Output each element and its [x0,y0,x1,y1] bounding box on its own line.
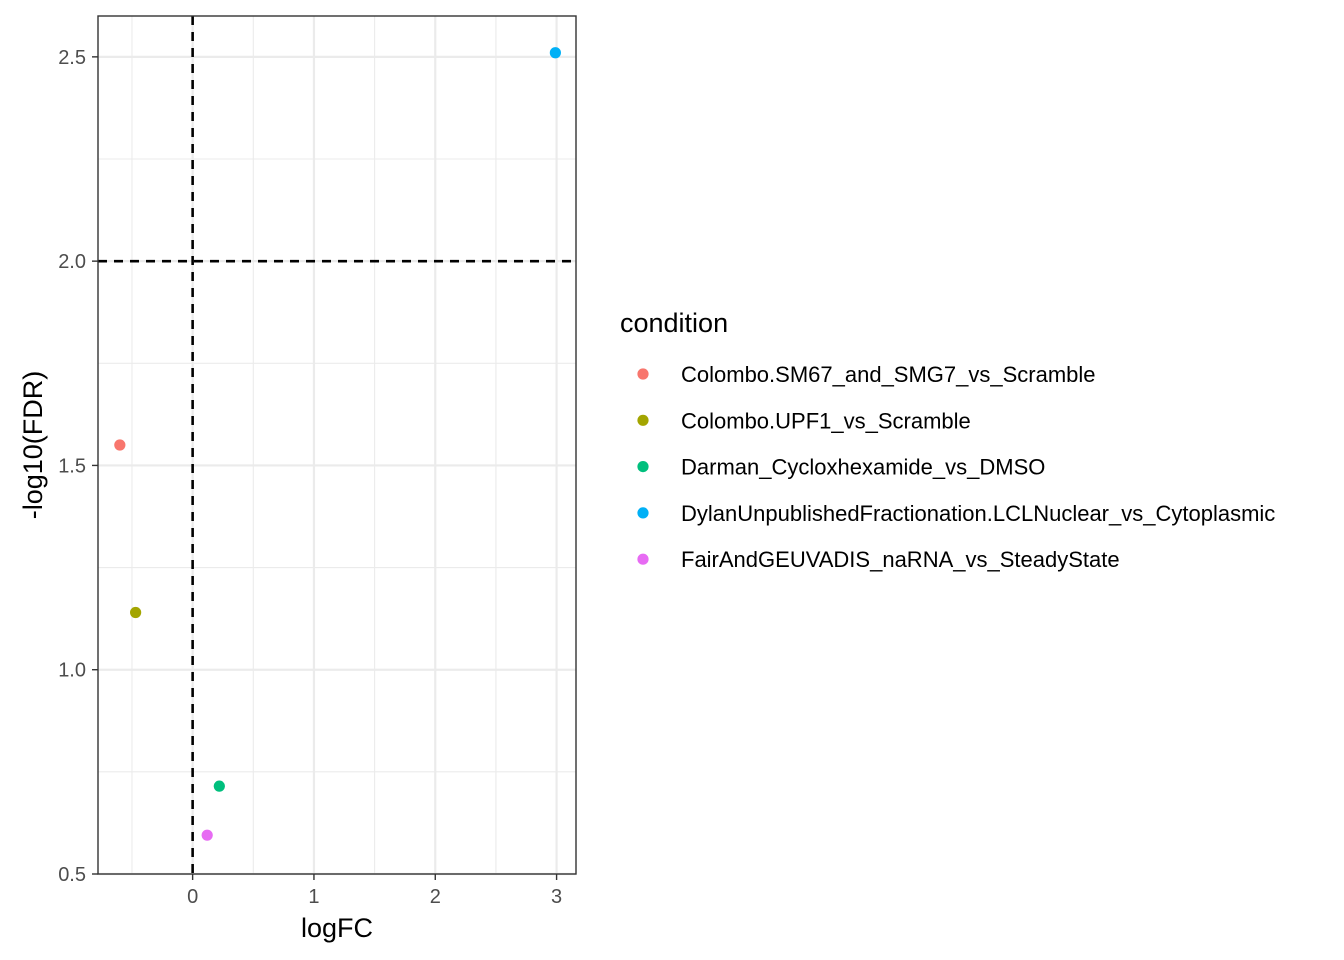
legend-label: Darman_Cycloxhexamide_vs_DMSO [681,455,1045,480]
legend-key [637,368,649,380]
data-point [114,439,126,451]
legend-key [637,553,649,565]
data-point [213,780,225,792]
minor-gridlines [98,16,576,874]
legend-label: DylanUnpublishedFractionation.LCLNuclear… [681,501,1275,526]
panel-background [98,16,576,874]
data-point [130,606,142,619]
x-axis-title: logFC [301,913,373,943]
legend-title: condition [620,308,728,338]
legend-key [637,414,649,426]
legend-key [637,461,649,473]
legend: Colombo.SM67_and_SMG7_vs_Scramble Colombo… [637,362,1275,572]
panel-border [97,15,577,875]
y-tick-label: 1.5 [58,455,86,477]
y-tick-label: 2.5 [58,47,86,69]
x-tick-label: 3 [551,886,562,908]
x-tick-label: 1 [308,886,319,908]
data-point [549,47,561,59]
data-point [201,829,213,841]
y-tick-label: 1.0 [58,660,86,682]
legend-label: Colombo.SM67_and_SMG7_vs_Scramble [681,362,1096,387]
x-axis-ticks: 0 1 2 3 [187,874,562,908]
data-points [114,47,561,841]
y-tick-label: 0.5 [58,864,86,886]
y-tick-label: 2.0 [58,251,86,273]
y-axis-title: -log10(FDR) [18,371,48,520]
x-tick-label: 2 [430,886,441,908]
y-axis-ticks: 0.5 1.0 1.5 2.0 2.5 [58,47,98,886]
x-tick-label: 0 [187,886,198,908]
legend-label: FairAndGEUVADIS_naRNA_vs_SteadyState [681,547,1120,572]
legend-key [637,507,649,519]
legend-label: Colombo.UPF1_vs_Scramble [681,408,971,433]
